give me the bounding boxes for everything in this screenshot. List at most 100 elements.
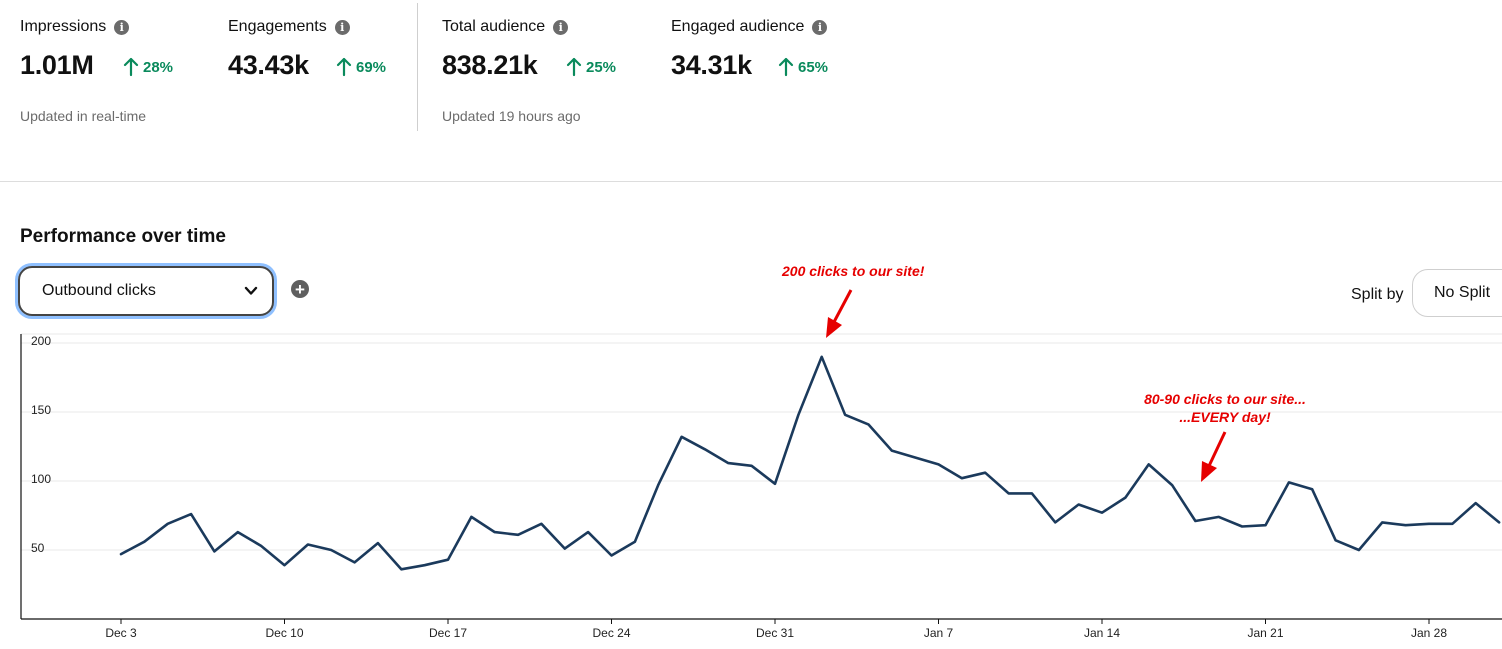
metric-label: Total audience: [442, 18, 546, 35]
metric-change-value: 25%: [586, 58, 617, 76]
data-point: [1146, 462, 1151, 467]
data-point: [516, 532, 521, 537]
x-tick-label: Jan 14: [1084, 626, 1120, 640]
data-point: [656, 483, 661, 488]
metric-select[interactable]: Outbound clicks: [18, 266, 274, 316]
data-point: [119, 552, 124, 557]
updated-realtime: Updated in real-time: [20, 108, 147, 124]
data-point: [702, 447, 707, 452]
data-point: [959, 476, 964, 481]
info-icon[interactable]: i: [334, 19, 350, 35]
x-tick-label: Dec 10: [265, 626, 303, 640]
data-point: [492, 530, 497, 535]
metric-change-value: 69%: [356, 58, 387, 76]
add-metric-icon[interactable]: +: [291, 280, 309, 298]
up-arrow-icon: [336, 57, 352, 77]
data-point: [1286, 480, 1291, 485]
data-point: [679, 434, 684, 439]
data-point: [889, 448, 894, 453]
data-point: [1100, 510, 1105, 515]
data-point: [1263, 523, 1268, 528]
metric-change: 69%: [336, 57, 386, 77]
metric-label-row: Engaged audience i: [671, 18, 828, 36]
metric-change-value: 28%: [143, 58, 174, 76]
data-point: [586, 530, 591, 535]
info-icon[interactable]: i: [553, 19, 569, 35]
data-point: [1450, 521, 1455, 526]
x-tick-label: Dec 17: [429, 626, 467, 640]
data-point: [1053, 520, 1058, 525]
data-point: [1356, 548, 1361, 553]
split-by-value: No Split: [1434, 284, 1491, 301]
data-point: [305, 542, 310, 547]
split-by-select[interactable]: No Split: [1412, 269, 1502, 317]
data-point: [632, 539, 637, 544]
info-icon[interactable]: i: [812, 19, 828, 35]
metric-change: 28%: [123, 57, 173, 77]
performance-chart: 50 100 150 200 Dec 3 Dec 10 Dec 17 Dec 24 Dec 31…: [20, 333, 1502, 640]
y-tick-label: 100: [31, 472, 51, 486]
metric-value: 1.01M: [20, 50, 94, 80]
data-point: [352, 560, 357, 565]
data-point: [469, 514, 474, 519]
data-point: [189, 512, 194, 517]
metric-label: Impressions: [20, 18, 107, 35]
data-point: [1473, 501, 1478, 506]
metric-value: 838.21k: [442, 50, 538, 80]
data-point: [866, 422, 871, 427]
info-icon[interactable]: i: [114, 19, 130, 35]
annotation-peak: 200 clicks to our site!: [782, 263, 925, 279]
data-point: [1216, 514, 1221, 519]
data-point: [1240, 524, 1245, 529]
metric-label-row: Engagements i: [228, 18, 350, 36]
section-title: Performance over time: [20, 226, 226, 247]
metric-value: 34.31k: [671, 50, 752, 80]
data-point: [446, 557, 451, 562]
x-tick-label: Jan 7: [924, 626, 954, 640]
metric-value: 43.43k: [228, 50, 309, 80]
data-point: [1170, 483, 1175, 488]
data-point: [422, 563, 427, 568]
data-point: [749, 463, 754, 468]
data-point: [1310, 487, 1315, 492]
metric-select-value: Outbound clicks: [42, 282, 156, 299]
x-tick-label: Dec 31: [756, 626, 794, 640]
x-tick-label: Jan 28: [1411, 626, 1447, 640]
data-point: [1076, 502, 1081, 507]
chevron-down-icon: [244, 286, 258, 295]
up-arrow-icon: [778, 57, 794, 77]
data-point: [165, 521, 170, 526]
data-point: [913, 455, 918, 460]
metrics-divider: [417, 3, 418, 131]
data-point: [1029, 491, 1034, 496]
data-point: [1427, 521, 1432, 526]
data-point: [1403, 523, 1408, 528]
x-tick-label: Dec 24: [592, 626, 630, 640]
data-point: [1123, 495, 1128, 500]
data-point: [259, 543, 264, 548]
data-point: [773, 481, 778, 486]
data-point: [539, 521, 544, 526]
metric-label-row: Total audience i: [442, 18, 569, 36]
data-point: [142, 539, 147, 544]
annotation-steady: 80-90 clicks to our site... ...EVERY day…: [1130, 390, 1320, 426]
x-tick-label: Jan 21: [1247, 626, 1283, 640]
data-point: [1497, 520, 1502, 525]
x-tick-label: Dec 3: [105, 626, 137, 640]
annotation-steady-line2: ...EVERY day!: [1179, 409, 1271, 425]
data-point: [796, 412, 801, 417]
updated-19-hours: Updated 19 hours ago: [442, 108, 581, 124]
data-point: [726, 461, 731, 466]
metric-change: 25%: [566, 57, 616, 77]
data-point: [843, 412, 848, 417]
data-point: [562, 546, 567, 551]
metric-label: Engaged audience: [671, 18, 805, 35]
data-point: [936, 462, 941, 467]
metric-label-row: Impressions i: [20, 18, 130, 36]
data-point: [819, 354, 824, 359]
metric-change-value: 65%: [798, 58, 829, 76]
split-by-label: Split by: [1351, 286, 1404, 303]
metric-label: Engagements: [228, 18, 327, 35]
data-point: [212, 549, 217, 554]
up-arrow-icon: [123, 57, 139, 77]
